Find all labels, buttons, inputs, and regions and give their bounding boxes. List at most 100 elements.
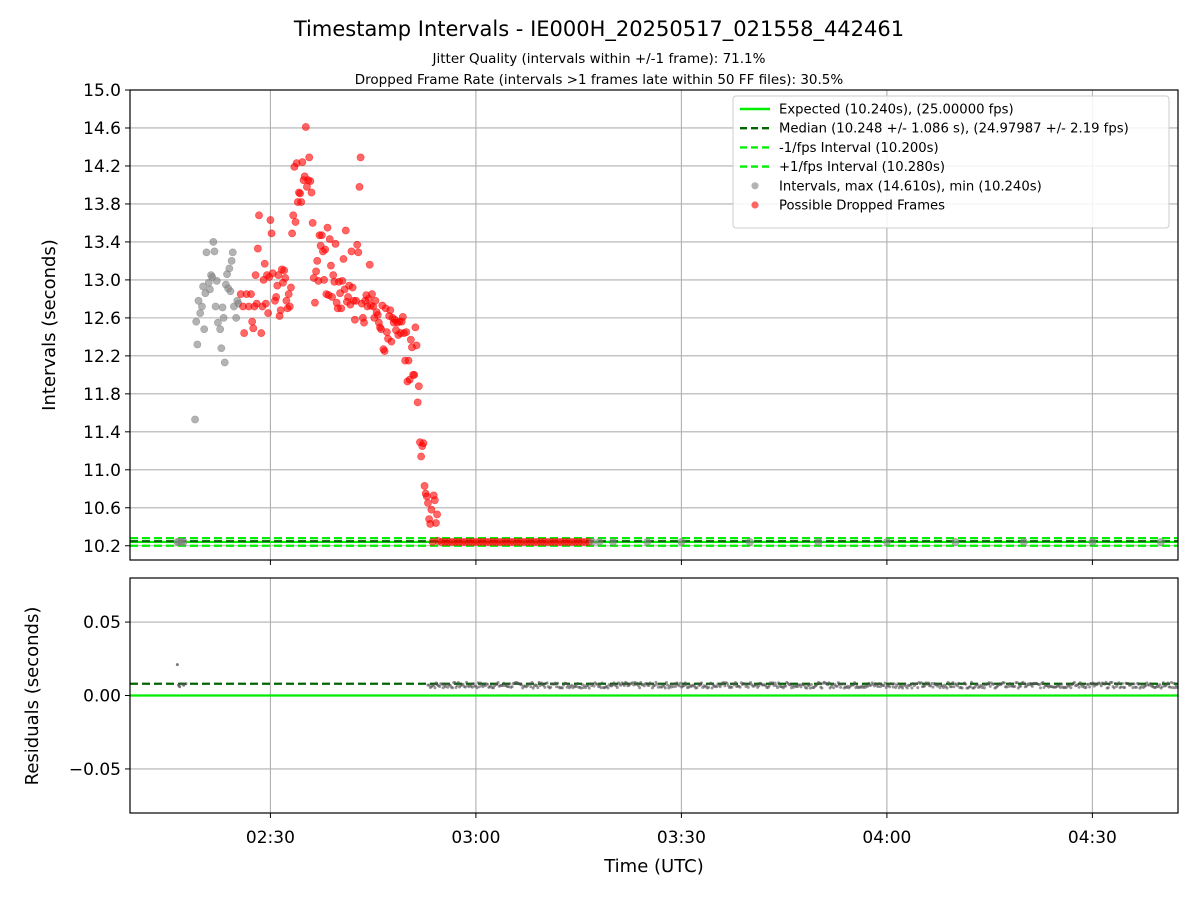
residual-point bbox=[1015, 681, 1019, 685]
residual-point bbox=[1117, 681, 1121, 685]
dropped-frame-point bbox=[344, 293, 352, 301]
residual-point bbox=[579, 686, 583, 690]
dropped-frame-point bbox=[247, 290, 255, 299]
residual-point bbox=[1140, 683, 1144, 687]
residual-point bbox=[663, 686, 667, 690]
residual-point bbox=[1076, 682, 1080, 686]
interval-point bbox=[1019, 538, 1028, 546]
legend-label: Median (10.248 +/- 1.086 s), (24.97987 +… bbox=[779, 122, 1129, 137]
top-y-tick-label: 13.4 bbox=[83, 233, 121, 253]
interval-point bbox=[200, 325, 209, 334]
residual-point bbox=[980, 686, 984, 690]
residual-point bbox=[732, 683, 736, 687]
dropped-frame-point bbox=[251, 271, 260, 280]
dropped-frame-point bbox=[356, 153, 365, 162]
dropped-frame-point bbox=[413, 398, 422, 407]
dropped-frame-point bbox=[276, 306, 285, 315]
interval-point bbox=[196, 309, 205, 318]
residual-point bbox=[970, 680, 974, 684]
dropped-frame-point bbox=[353, 240, 362, 249]
residual-point bbox=[929, 684, 933, 688]
dropped-frame-point bbox=[285, 302, 294, 311]
residual-point bbox=[1168, 685, 1172, 689]
residual-point bbox=[784, 684, 788, 688]
top-y-tick-label: 15.0 bbox=[83, 81, 121, 101]
dropped-frame-point bbox=[432, 519, 440, 527]
top-panel-y-ticks: 10.2 10.6 11.0 11.4 11.8 12.2 12.6 13.0 13.4 13.8… bbox=[83, 81, 130, 557]
residual-point bbox=[622, 683, 626, 687]
dropped-frame-point bbox=[308, 219, 317, 227]
interval-point bbox=[217, 344, 226, 353]
residual-point bbox=[606, 686, 610, 690]
residual-point bbox=[876, 685, 880, 689]
top-panel-y-label: Intervals (seconds) bbox=[39, 239, 60, 411]
residual-point bbox=[1060, 682, 1064, 686]
top-y-tick-label: 12.2 bbox=[83, 347, 121, 367]
residual-point bbox=[455, 684, 459, 688]
residual-point bbox=[1110, 680, 1114, 684]
residual-point bbox=[1171, 686, 1175, 690]
top-y-tick-label: 13.0 bbox=[83, 271, 121, 291]
residual-point bbox=[1106, 686, 1110, 690]
residual-point bbox=[818, 681, 822, 685]
dropped-frame-point bbox=[371, 296, 380, 305]
interval-point bbox=[209, 238, 218, 246]
residual-point bbox=[175, 663, 179, 667]
residual-point bbox=[1160, 685, 1164, 689]
legend-label: -1/fps Interval (10.200s) bbox=[779, 141, 939, 156]
residual-point bbox=[592, 684, 596, 688]
residual-point bbox=[1131, 686, 1135, 690]
residual-point bbox=[656, 685, 660, 689]
dropped-frame-point bbox=[287, 283, 295, 292]
residual-point bbox=[647, 684, 651, 688]
dropped-frame-point bbox=[264, 309, 273, 318]
residual-point bbox=[684, 683, 688, 687]
residual-point bbox=[635, 681, 639, 685]
top-y-tick-label: 14.6 bbox=[83, 119, 121, 139]
residual-point bbox=[543, 685, 547, 689]
residual-point bbox=[445, 682, 449, 686]
dropped-frame-point bbox=[297, 198, 306, 206]
dropped-frame-point bbox=[402, 328, 411, 337]
residual-point bbox=[1115, 685, 1119, 689]
residual-point bbox=[1019, 684, 1023, 688]
residual-point bbox=[695, 686, 699, 690]
residual-point bbox=[463, 685, 467, 689]
residual-point bbox=[477, 685, 481, 689]
residual-point bbox=[746, 685, 750, 689]
residual-point bbox=[465, 680, 469, 684]
dropped-frame-point bbox=[248, 317, 257, 326]
residual-point bbox=[937, 682, 941, 686]
residual-point bbox=[910, 686, 914, 690]
dropped-frame-point bbox=[296, 189, 305, 198]
interval-point bbox=[226, 287, 235, 296]
residual-point bbox=[486, 682, 490, 686]
residual-point bbox=[456, 681, 460, 685]
residual-point bbox=[507, 685, 511, 689]
residual-point bbox=[587, 686, 591, 690]
top-y-tick-label: 10.6 bbox=[83, 499, 121, 519]
dropped-frame-point bbox=[267, 229, 276, 238]
interval-point bbox=[219, 313, 228, 322]
residual-point bbox=[941, 686, 945, 690]
residual-point bbox=[808, 686, 812, 690]
interval-point bbox=[643, 538, 652, 546]
residual-point bbox=[472, 682, 476, 686]
interval-point bbox=[198, 302, 206, 311]
residual-point bbox=[1158, 683, 1162, 687]
residual-point bbox=[754, 683, 758, 687]
dropped-frame-point bbox=[430, 496, 439, 505]
interval-point bbox=[192, 317, 201, 326]
dropped-frame-point bbox=[424, 499, 432, 507]
interval-point bbox=[191, 415, 199, 424]
residual-point bbox=[832, 686, 836, 690]
dropped-frame-point bbox=[427, 505, 436, 514]
dropped-frame-point bbox=[280, 266, 289, 275]
residual-point bbox=[1119, 685, 1123, 689]
residual-point bbox=[612, 681, 616, 685]
interval-point bbox=[206, 285, 214, 294]
interval-point bbox=[595, 538, 604, 546]
residual-point bbox=[674, 684, 678, 688]
dropped-frame-point bbox=[312, 267, 320, 276]
